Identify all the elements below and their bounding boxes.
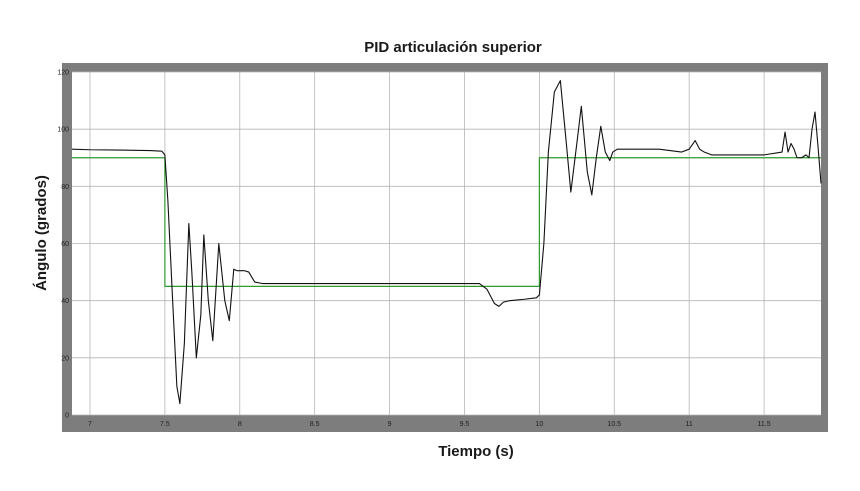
response-series-line bbox=[71, 80, 822, 405]
chart-title: PID articulación superior bbox=[364, 39, 542, 56]
x-axis-label: Tiempo (s) bbox=[438, 443, 514, 460]
y-tick-labels: 0 20 40 60 80 100 120 bbox=[57, 70, 69, 420]
x-tick-label: 10.5 bbox=[607, 421, 621, 428]
y-tick-label: 80 bbox=[61, 184, 69, 191]
x-tick-label: 8.5 bbox=[310, 421, 320, 428]
y-tick-label: 100 bbox=[57, 127, 69, 134]
x-tick-label: 8 bbox=[238, 421, 242, 428]
y-axis-label: Ángulo (grados) bbox=[33, 175, 50, 291]
y-tick-label: 120 bbox=[57, 70, 69, 77]
y-tick-label: 60 bbox=[61, 241, 69, 248]
y-tick-label: 20 bbox=[61, 355, 69, 362]
x-tick-label: 11.5 bbox=[758, 421, 771, 428]
x-tick-label: 7 bbox=[88, 421, 92, 428]
y-tick-label: 0 bbox=[65, 413, 69, 420]
x-tick-label: 9 bbox=[388, 421, 392, 428]
x-tick-label: 11 bbox=[686, 421, 693, 428]
series bbox=[71, 80, 822, 405]
y-tick-label: 40 bbox=[61, 298, 69, 305]
x-tick-labels: 7 7.5 8 8.5 9 9.5 10 10.5 11 11.5 bbox=[88, 421, 771, 428]
x-tick-label: 7.5 bbox=[160, 421, 170, 428]
x-tick-label: 9.5 bbox=[460, 421, 470, 428]
x-tick-label: 10 bbox=[535, 421, 543, 428]
